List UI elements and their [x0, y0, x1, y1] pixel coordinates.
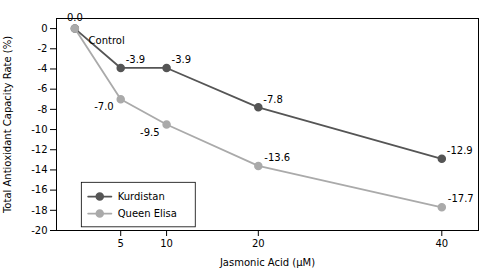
- svg-text:-7.0: -7.0: [94, 101, 114, 112]
- svg-text:Jasmonic Acid (μM): Jasmonic Acid (μM): [219, 257, 315, 268]
- svg-text:-4: -4: [38, 63, 48, 74]
- svg-text:10: 10: [160, 238, 173, 249]
- svg-text:-13.6: -13.6: [264, 152, 290, 163]
- svg-text:-14: -14: [31, 164, 47, 175]
- svg-text:Queen Elisa: Queen Elisa: [118, 208, 177, 219]
- svg-text:Control: Control: [89, 35, 125, 46]
- svg-text:-18: -18: [31, 205, 47, 216]
- svg-text:20: 20: [252, 238, 265, 249]
- svg-text:-12.9: -12.9: [447, 145, 473, 156]
- svg-text:-20: -20: [31, 225, 47, 236]
- svg-text:Total Antioxidant Capacity Rat: Total Antioxidant Capacity Rate (%): [2, 36, 13, 214]
- svg-text:5: 5: [118, 238, 124, 249]
- svg-text:-2: -2: [38, 43, 48, 54]
- svg-text:-12: -12: [31, 144, 47, 155]
- svg-text:0.0: 0.0: [67, 12, 83, 23]
- svg-text:-7.8: -7.8: [263, 94, 283, 105]
- svg-text:-6: -6: [38, 83, 48, 94]
- svg-text:-9.5: -9.5: [140, 127, 160, 138]
- svg-text:-16: -16: [31, 184, 47, 195]
- svg-text:40: 40: [435, 238, 448, 249]
- svg-text:Kurdistan: Kurdistan: [118, 191, 165, 202]
- svg-text:0: 0: [41, 23, 47, 34]
- svg-text:-3.9: -3.9: [172, 54, 192, 65]
- svg-text:-8: -8: [38, 104, 48, 115]
- svg-text:-17.7: -17.7: [448, 193, 474, 204]
- svg-text:-3.9: -3.9: [126, 54, 146, 65]
- svg-text:-10: -10: [31, 124, 47, 135]
